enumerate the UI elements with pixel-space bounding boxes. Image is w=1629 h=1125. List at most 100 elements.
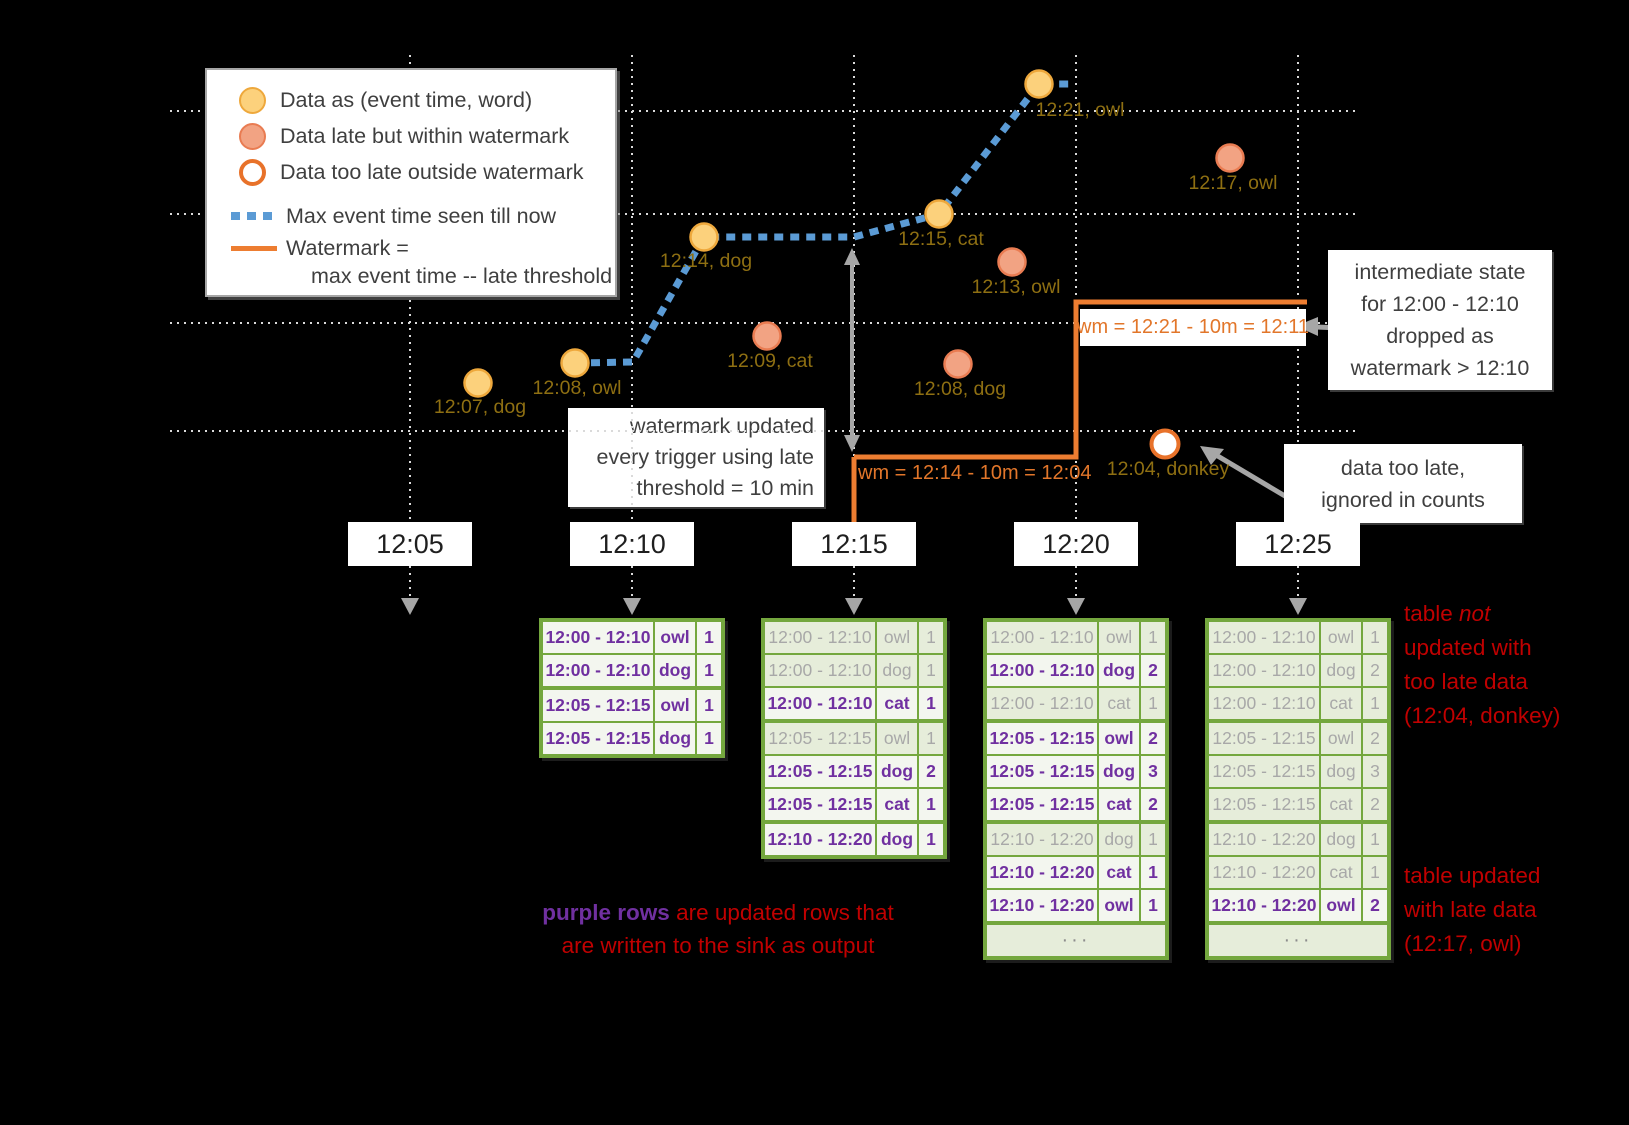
table-row: 12:05 - 12:15 owl 1	[543, 690, 721, 721]
callout-line: ignored in counts	[1321, 487, 1485, 512]
callout-line: watermark updated	[629, 414, 814, 438]
callout-line: watermark > 12:10	[1350, 356, 1530, 380]
table-row: 12:00 - 12:10 dog 1	[543, 655, 721, 686]
table-cell: dog	[1099, 756, 1139, 787]
trigger-time-label: 12:20	[1014, 522, 1138, 566]
table-cell: 1	[697, 723, 721, 754]
table-cell: 2	[1363, 890, 1387, 921]
table-row: 12:05 - 12:15 owl 1	[765, 723, 943, 754]
note-line: too late data	[1404, 669, 1528, 694]
table-cell: dog	[877, 824, 917, 855]
note-line: are updated rows that	[669, 900, 894, 925]
note-line: are written to the sink as output	[561, 933, 875, 958]
watermark-formula-label: wm = 12:14 - 10m = 12:04	[858, 462, 1092, 484]
note-line: (12:04, donkey)	[1404, 703, 1561, 728]
trigger-time-label: 12:15	[792, 522, 916, 566]
table-cell: 1	[1141, 857, 1165, 888]
legend-item-max-event: Max event time seen till now	[229, 200, 615, 232]
note-table-updated: table updated with late data (12:17, owl…	[1404, 859, 1540, 961]
legend-label: Data late but within watermark	[280, 123, 570, 148]
legend-watermark-formula: max event time -- late threshold	[311, 264, 613, 288]
window-group: 12:10 - 12:20 dog 1 12:10 - 12:20 cat 1 12:10 …	[987, 824, 1165, 921]
table-cell: cat	[1321, 688, 1361, 719]
table-cell: 1	[1141, 824, 1165, 855]
callout-watermark-updated: watermark updated every trigger using la…	[568, 408, 824, 507]
table-cell: owl	[1321, 723, 1361, 754]
data-point-label: 12:13, owl	[971, 276, 1061, 298]
table-cell: 12:05 - 12:15	[1209, 723, 1319, 754]
trigger-time-label: 12:25	[1236, 522, 1360, 566]
table-more-rows: ···	[987, 925, 1165, 956]
on-time-dot-icon	[239, 86, 266, 114]
note-line: table	[1404, 601, 1460, 626]
table-cell: 12:10 - 12:20	[987, 824, 1097, 855]
window-group: 12:00 - 12:10 owl 1 12:00 - 12:10 dog 1 12:00 …	[765, 622, 943, 719]
table-row: 12:05 - 12:15 dog 3	[987, 756, 1165, 787]
table-row: 12:05 - 12:15 cat 2	[1209, 789, 1387, 820]
data-point-label: 12:09, cat	[727, 350, 813, 372]
table-cell: 12:10 - 12:20	[1209, 890, 1319, 921]
table-cell: 12:05 - 12:15	[1209, 789, 1319, 820]
table-row: 12:10 - 12:20 cat 1	[1209, 857, 1387, 888]
callout-line: intermediate state	[1354, 260, 1526, 284]
table-row: 12:05 - 12:15 cat 2	[987, 789, 1165, 820]
watermark-formula-label: wm = 12:21 - 10m = 12:11	[1077, 309, 1309, 346]
table-row: 12:00 - 12:10 cat 1	[1209, 688, 1387, 719]
table-cell: owl	[1321, 622, 1361, 653]
table-cell: dog	[1321, 655, 1361, 686]
window-group: 12:00 - 12:10 owl 1 12:00 - 12:10 dog 2 12:00 …	[1209, 622, 1387, 719]
data-point-on_time	[924, 199, 954, 229]
table-cell: 12:00 - 12:10	[1209, 622, 1319, 653]
data-point-on_time	[560, 348, 590, 378]
trigger-arrow-icon	[1067, 598, 1085, 615]
table-cell: 1	[1141, 688, 1165, 719]
note-line: table updated	[1404, 863, 1541, 888]
table-row: 12:05 - 12:15 dog 3	[1209, 756, 1387, 787]
legend-label: Max event time seen till now	[286, 203, 557, 228]
note-italic: not	[1459, 601, 1491, 626]
table-row: 12:10 - 12:20 owl 1	[987, 890, 1165, 921]
table-cell: owl	[1099, 723, 1139, 754]
legend-item-too-late: Data too late outside watermark	[229, 154, 615, 190]
trigger-time-label: 12:10	[570, 522, 694, 566]
table-cell: dog	[877, 655, 917, 686]
callout-line: threshold = 10 min	[636, 476, 814, 500]
data-point-label: 12:08, dog	[913, 378, 1007, 400]
data-point-label: 12:21, owl	[1035, 99, 1125, 121]
legend: Data as (event time, word) Data late but…	[205, 68, 617, 297]
table-cell: 12:00 - 12:10	[987, 688, 1097, 719]
callout-intermediate-state: intermediate state for 12:00 - 12:10 dro…	[1328, 250, 1552, 390]
trigger-arrow-icon	[623, 598, 641, 615]
table-row: 12:10 - 12:20 dog 1	[765, 824, 943, 855]
table-cell: 2	[919, 756, 943, 787]
arrow-down-icon	[844, 435, 860, 452]
data-point-late	[943, 349, 973, 379]
table-row: 12:10 - 12:20 dog 1	[1209, 824, 1387, 855]
note-line: (12:17, owl)	[1404, 931, 1522, 956]
legend-item-on-time: Data as (event time, word)	[229, 82, 615, 118]
data-point-late	[752, 321, 782, 351]
table-row: 12:10 - 12:20 owl 2	[1209, 890, 1387, 921]
callout-too-late: data too late, ignored in counts	[1284, 444, 1522, 523]
table-cell: 12:10 - 12:20	[987, 857, 1097, 888]
result-table-12:25: 12:00 - 12:10 owl 1 12:00 - 12:10 dog 2 12:00 …	[1205, 618, 1391, 960]
table-cell: 12:10 - 12:20	[1209, 824, 1319, 855]
legend-item-late: Data late but within watermark	[229, 118, 615, 154]
max-event-time-line	[574, 80, 1073, 367]
table-cell: 12:00 - 12:10	[987, 655, 1097, 686]
table-row: 12:00 - 12:10 owl 1	[543, 622, 721, 653]
table-cell: 2	[1363, 789, 1387, 820]
table-cell: owl	[655, 622, 695, 653]
too-late-arrow-shaft	[1214, 452, 1292, 502]
table-row: 12:00 - 12:10 owl 1	[1209, 622, 1387, 653]
table-cell: cat	[1321, 789, 1361, 820]
trigger-arrow-icon	[845, 598, 863, 615]
table-cell: dog	[877, 756, 917, 787]
table-cell: cat	[877, 789, 917, 820]
table-row: 12:05 - 12:15 dog 2	[765, 756, 943, 787]
ellipsis-icon: ···	[987, 925, 1165, 956]
data-point-label: 12:17, owl	[1188, 172, 1278, 194]
table-cell: owl	[1099, 890, 1139, 921]
table-row: 12:00 - 12:10 dog 2	[1209, 655, 1387, 686]
